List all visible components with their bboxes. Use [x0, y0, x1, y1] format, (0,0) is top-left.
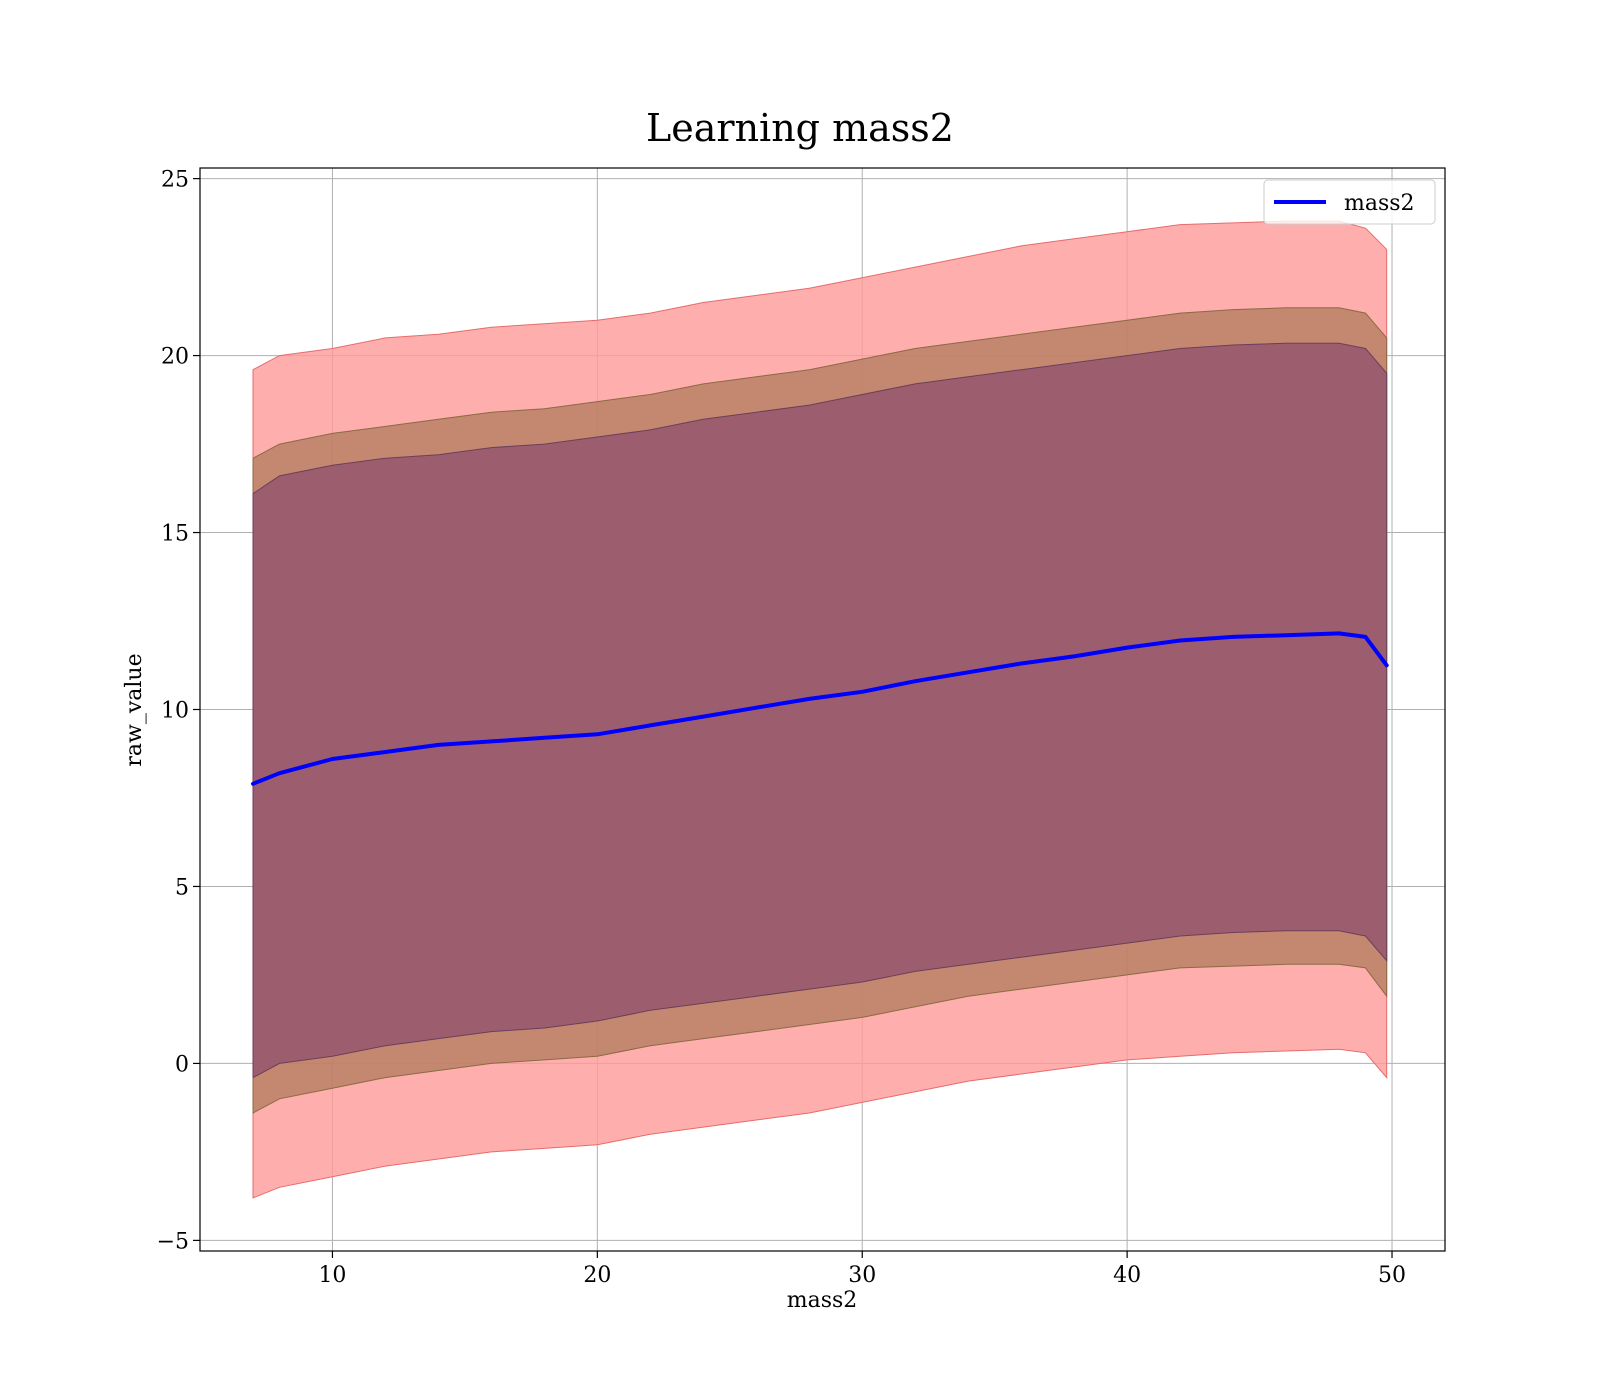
- x-tick-label-3: 40: [1113, 1263, 1141, 1288]
- legend-box: [1263, 179, 1436, 225]
- y-tick-label-5: 20: [161, 345, 189, 370]
- axis-ticks: 10 20 30 40 50 −5 0 5 10 15 20 25: [157, 168, 1406, 1288]
- confidence-bands: [252, 220, 1388, 1199]
- y-tick-label-2: 5: [175, 875, 189, 900]
- y-tick-label-3: 10: [161, 699, 189, 724]
- x-tick-label-0: 10: [318, 1263, 346, 1288]
- legend: mass2: [1263, 179, 1436, 225]
- series-lines: [251, 631, 1389, 786]
- chart-title: Learning mass2: [646, 106, 954, 150]
- y-tick-label-4: 15: [161, 522, 189, 547]
- x-axis-label: mass2: [787, 1288, 858, 1313]
- x-tick-label-1: 20: [583, 1263, 611, 1288]
- y-tick-label-6: 25: [161, 168, 189, 193]
- legend-label-mass2: mass2: [1344, 191, 1415, 216]
- y-axis-label: raw_value: [122, 653, 147, 766]
- x-tick-label-4: 50: [1378, 1263, 1406, 1288]
- series-line-mass2: [251, 631, 1389, 786]
- y-tick-label-0: −5: [157, 1229, 189, 1254]
- x-tick-label-2: 30: [848, 1263, 876, 1288]
- y-tick-label-1: 0: [175, 1052, 189, 1077]
- band-inner: [252, 342, 1388, 1079]
